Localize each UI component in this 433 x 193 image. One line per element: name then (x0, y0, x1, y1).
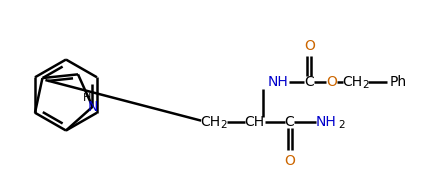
Text: C: C (284, 115, 294, 129)
Text: NH: NH (316, 115, 337, 129)
Text: NH: NH (267, 75, 288, 89)
Text: CH: CH (200, 115, 220, 129)
Text: O: O (284, 154, 295, 168)
Text: 2: 2 (338, 120, 345, 130)
Text: O: O (326, 75, 337, 89)
Text: CH: CH (342, 75, 362, 89)
Text: 2: 2 (363, 80, 369, 90)
Text: O: O (304, 39, 315, 53)
Text: H: H (82, 93, 91, 103)
Text: 2: 2 (221, 120, 227, 130)
Text: Ph: Ph (389, 75, 407, 89)
Text: C: C (304, 75, 314, 89)
Text: N: N (87, 100, 98, 114)
Text: CH: CH (245, 115, 265, 129)
